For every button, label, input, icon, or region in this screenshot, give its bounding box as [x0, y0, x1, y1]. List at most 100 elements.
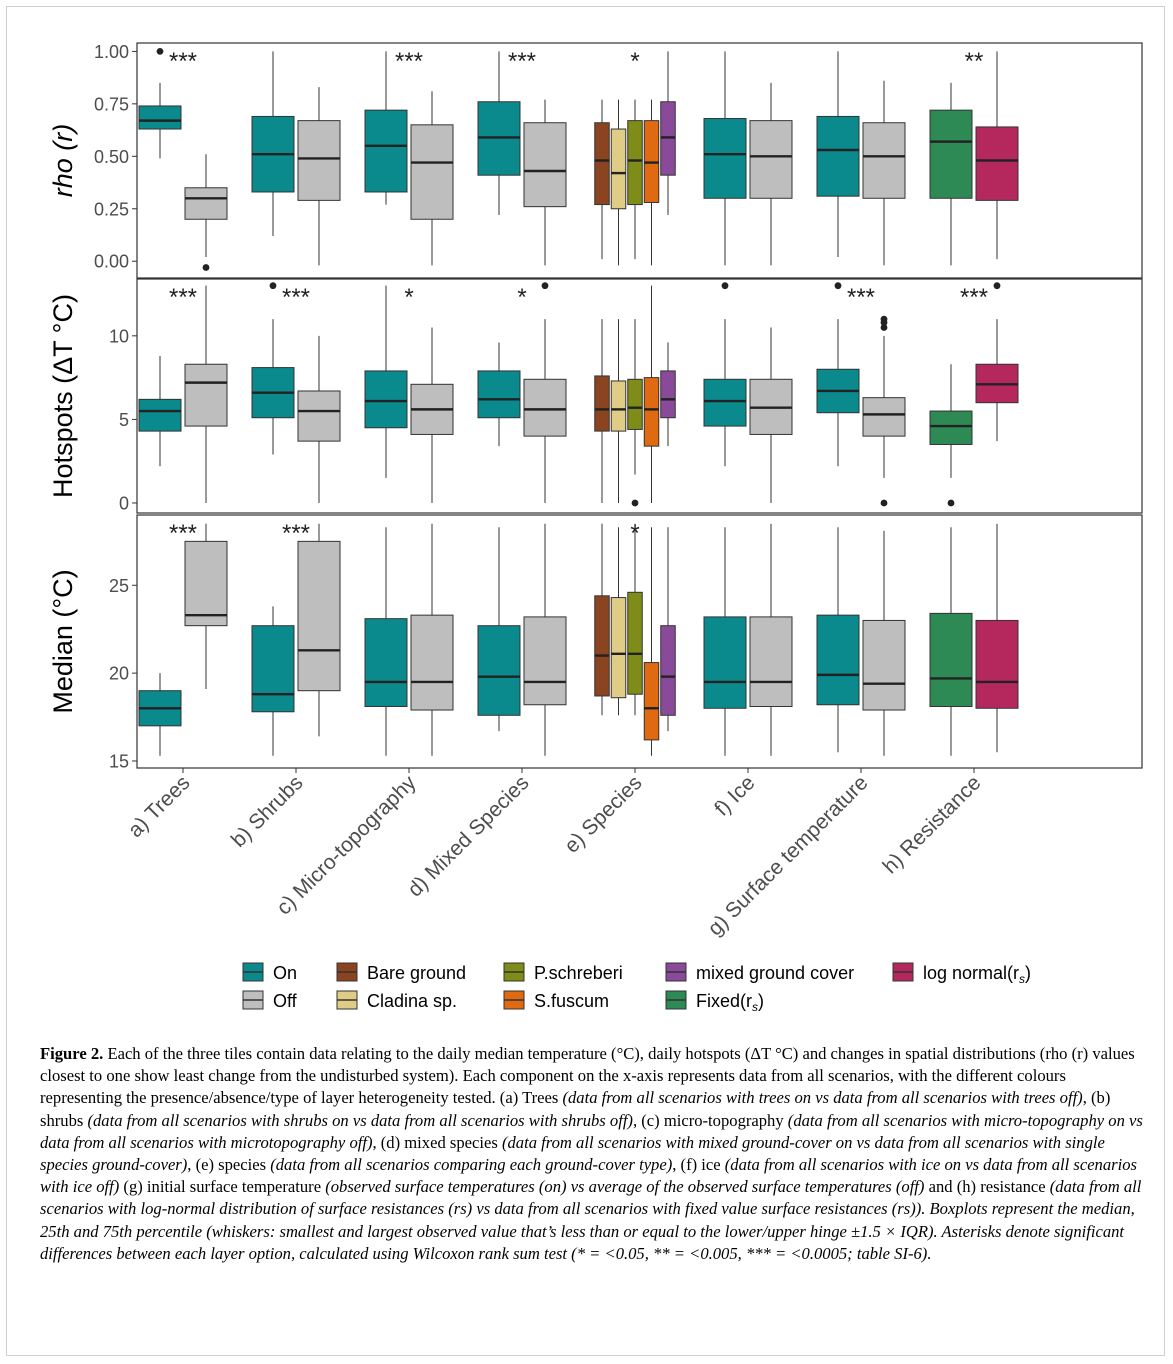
- box-group: [364, 523, 454, 756]
- box: [816, 614, 860, 706]
- box: [364, 618, 408, 708]
- legend-item: Fixed(rs): [665, 990, 764, 1014]
- y-tick-label: 0.25: [94, 199, 129, 219]
- x-tick-label: h) Resistance: [878, 771, 985, 878]
- box: [523, 378, 567, 437]
- caption-segment: (observed surface temperatures (on) vs a…: [325, 1177, 925, 1197]
- box-group: *: [477, 282, 567, 503]
- box: [477, 625, 521, 716]
- y-tick-label: 0: [119, 493, 129, 513]
- box: [364, 109, 408, 193]
- box: [594, 595, 610, 697]
- box: [749, 616, 793, 708]
- y-tick-label: 1.00: [94, 42, 129, 62]
- legend-label-subscript: s: [752, 1000, 758, 1014]
- x-tick-label: e) Species: [560, 771, 646, 857]
- legend-item: log normal(rs): [892, 962, 1031, 986]
- significance-label: ***: [282, 284, 310, 311]
- y-axis-label: Median (°C): [48, 569, 78, 713]
- box: [643, 662, 660, 741]
- y-tick-label: 0.75: [94, 94, 129, 114]
- box: [610, 380, 627, 432]
- box: [703, 378, 747, 427]
- legend-label: P.schreberi: [534, 963, 623, 983]
- box: [703, 616, 747, 709]
- box: [627, 591, 643, 695]
- legend-label: On: [273, 963, 297, 983]
- box: [929, 612, 973, 708]
- box: [610, 128, 627, 210]
- box-group: ***: [251, 520, 341, 756]
- outlier-point: [541, 282, 549, 290]
- box-group: ***: [138, 520, 228, 756]
- box-group: [929, 523, 1019, 756]
- box: [627, 378, 643, 430]
- legend: On Off Bare ground Cladina sp. P.schreberi S.…: [242, 962, 1031, 1014]
- significance-label: ***: [395, 48, 423, 75]
- box: [660, 370, 676, 419]
- significance-label: ***: [508, 48, 536, 75]
- significance-label: ***: [169, 48, 197, 75]
- box: [184, 187, 228, 220]
- box-group: [703, 523, 793, 756]
- box: [643, 377, 660, 447]
- box: [929, 410, 973, 445]
- caption-body: Each of the three tiles contain data rel…: [40, 1044, 1143, 1263]
- box: [364, 370, 408, 429]
- caption-segment: , (d) mixed species: [372, 1132, 502, 1152]
- box-group: *: [594, 48, 676, 266]
- legend-label: Cladina sp.: [367, 991, 457, 1011]
- legend-label-close: ): [758, 991, 764, 1011]
- box: [184, 540, 228, 627]
- box-group: [816, 527, 906, 756]
- legend-label: Bare ground: [367, 963, 466, 983]
- outlier-point: [880, 315, 888, 323]
- box: [184, 363, 228, 427]
- y-tick-label: 5: [119, 410, 129, 430]
- x-tick-label: a) Trees: [124, 771, 195, 842]
- box: [975, 619, 1019, 709]
- box: [862, 122, 906, 199]
- caption-segment: , (e) species: [187, 1155, 271, 1175]
- caption-segment: , (b) shrubs: [40, 1088, 1111, 1130]
- significance-label: ***: [282, 520, 310, 547]
- caption-text: Figure 2. Each of the three tiles contai…: [40, 1043, 1150, 1265]
- legend-item: P.schreberi: [503, 962, 623, 983]
- box-group: ***: [251, 282, 341, 503]
- box-group: [477, 523, 567, 756]
- y-tick-label: 25: [109, 576, 129, 596]
- outlier-point: [834, 282, 842, 290]
- significance-label: **: [965, 48, 984, 75]
- box: [297, 540, 341, 692]
- box: [410, 614, 454, 711]
- figure-caption: Figure 2. Each of the three tiles contai…: [40, 1043, 1150, 1265]
- legend-label: log normal(rs): [923, 963, 1031, 986]
- outlier-point: [202, 264, 210, 271]
- legend-label-close: ): [1025, 963, 1031, 983]
- significance-label: *: [404, 284, 413, 311]
- caption-label: Figure 2.: [40, 1044, 104, 1063]
- box: [594, 122, 610, 206]
- box-group: ***: [364, 48, 454, 266]
- caption-segment: (data from all scenarios with shrubs on …: [87, 1110, 633, 1130]
- outlier-point: [631, 499, 639, 507]
- outlier-point: [947, 499, 955, 507]
- y-tick-label: 20: [109, 664, 129, 684]
- x-tick-label: f) Ice: [710, 771, 759, 820]
- box-group: *: [364, 284, 454, 503]
- box: [975, 126, 1019, 201]
- legend-item: Off: [242, 990, 298, 1011]
- legend-label: Fixed(rs): [696, 991, 764, 1014]
- box-group: **: [929, 48, 1019, 266]
- legend-item: S.fuscum: [503, 990, 609, 1011]
- box: [138, 105, 182, 130]
- outlier-point: [880, 499, 888, 507]
- outlier-point: [156, 47, 164, 55]
- caption-segment: (data from all scenarios with mixed grou…: [40, 1132, 1105, 1175]
- outlier-point: [880, 324, 888, 331]
- caption-segment: (data from all scenarios with trees on v…: [562, 1088, 1083, 1108]
- box-group: ***: [138, 284, 228, 503]
